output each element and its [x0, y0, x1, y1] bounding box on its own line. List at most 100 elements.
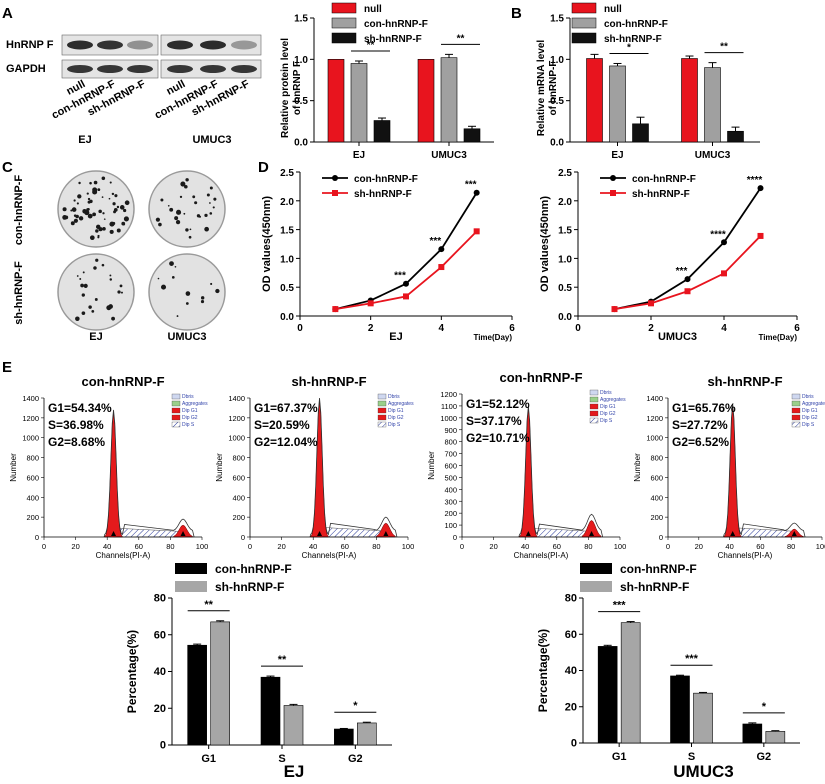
colony-col-label: EJ [89, 331, 102, 343]
colony-dot [114, 194, 118, 198]
x-tick-label: 80 [372, 542, 380, 551]
legend-swatch [377, 407, 387, 414]
colony-dot [91, 309, 95, 313]
y-tick-label: 2.0 [280, 197, 294, 208]
colony-dot [122, 223, 126, 226]
flow-histogram-3: con-hnRNP-F01002003004005006007008009001… [427, 370, 626, 560]
panel-label-b: B [511, 5, 522, 22]
y-tick-label: 1000 [228, 434, 245, 443]
colony-dot [109, 229, 114, 234]
peak-marker-triangle [525, 531, 531, 536]
legend-label: con-hnRNP-F [364, 19, 428, 30]
y-tick-label: 1.5 [280, 226, 294, 237]
colony-dot [198, 215, 202, 218]
x-tick-label: EJ [611, 150, 623, 161]
y-tick-label: 0.0 [550, 138, 564, 149]
legend-swatch [589, 396, 599, 403]
colony-dot [76, 202, 79, 205]
legend-label: Dip S [802, 422, 815, 428]
peak-marker-triangle [730, 531, 736, 536]
blot-band [97, 40, 123, 50]
colony-dot [86, 208, 90, 212]
mrna-plot: 0.0 0.5 1.0 1.5 EJ * UMUC3 ** [550, 14, 760, 161]
data-point [367, 300, 374, 307]
bar [373, 120, 391, 143]
significance-label: ** [278, 654, 287, 666]
y-tick-label: 400 [650, 493, 663, 502]
data-point [403, 293, 409, 300]
colony-dot [185, 302, 189, 305]
y-tick-label: 80 [154, 593, 166, 605]
colony-dot [174, 265, 177, 268]
colony-dot [109, 181, 112, 184]
legend-swatch [331, 17, 357, 29]
y-tick-label: 80 [565, 593, 577, 605]
colony-dot [192, 195, 196, 199]
blot-band [127, 40, 153, 50]
colony-dot [210, 282, 213, 286]
x-tick-label: 100 [196, 542, 209, 551]
flow-histogram-2: sh-hnRNP-F 0 200 400 600 800 1000 1200 1400 0 20 40… [215, 374, 414, 560]
significance-label: ** [720, 42, 728, 53]
colony-col-label: UMUC3 [167, 331, 206, 343]
y-tick-label: 200 [444, 509, 457, 518]
y-tick-label: 60 [154, 629, 166, 641]
y-tick-label: 400 [26, 493, 39, 502]
colony-dot [82, 209, 87, 214]
flow-histogram-4: sh-hnRNP-F 0 200 400 600 800 1000 1200 1400 0 20 40… [633, 374, 825, 560]
legend-swatch [580, 581, 612, 592]
significance-label: **** [710, 229, 726, 240]
cell-cycle-stat: G2=8.68% [48, 435, 105, 449]
culture-plate [148, 170, 226, 248]
bar [586, 58, 603, 143]
y-tick-label: 0 [571, 738, 577, 750]
g2-peak [376, 522, 396, 538]
significance-label: *** [613, 600, 627, 612]
x-tick-label: 60 [553, 542, 561, 551]
colony-dot [78, 216, 84, 221]
blot-row-label: GAPDH [6, 63, 46, 75]
colony-dot [124, 200, 130, 206]
y-tick-label: 1.0 [294, 55, 308, 66]
legend-label: Dip G1 [600, 404, 616, 410]
protein-plot: 0.0 0.5 1.0 1.5 EJ ** UMUC3 ** [294, 14, 494, 161]
colony-dot [88, 305, 92, 309]
colony-dot [176, 315, 179, 317]
y-tick-label: 800 [26, 454, 39, 463]
data-point [684, 276, 691, 283]
colony-dot [185, 291, 191, 296]
colony-dot [169, 207, 174, 212]
legend-swatch [791, 393, 801, 400]
colony-dot [179, 195, 183, 199]
x-tick-label: EJ [353, 150, 365, 161]
cell-cycle-stat: S=36.98% [48, 418, 104, 432]
panel-label-c: C [2, 159, 13, 176]
bar [742, 723, 763, 744]
y-tick-label: 40 [565, 665, 577, 677]
y-tick-label: 700 [444, 450, 457, 459]
y-tick-label: 1.0 [280, 254, 294, 265]
colony-dot [92, 212, 96, 217]
x-tick-label: G2 [348, 753, 363, 765]
mrna-bar-chart: Relative mRNA level of hnRNP-F 0.0 0.5 1.0… [536, 14, 760, 161]
percentage-umuc3-bar-chart: 0 20 40 60 80 G1 *** S *** G2 * Percentage(%) UMUC3 c… [536, 562, 800, 781]
blot-band [231, 40, 257, 50]
blot-band [67, 40, 93, 50]
colony-dot [123, 216, 129, 222]
colony-dot [215, 288, 220, 294]
y-tick-label: 1.5 [558, 226, 572, 237]
significance-label: *** [394, 271, 406, 282]
colony-dot [209, 202, 211, 204]
y-tick-label: 900 [444, 426, 457, 435]
y-tick-label: 40 [154, 666, 166, 678]
colony-dot [109, 278, 113, 281]
bar [620, 622, 641, 744]
bar [704, 67, 721, 143]
y-tick-label: 600 [26, 473, 39, 482]
colony-dot [94, 298, 98, 301]
x-tick-label: G1 [612, 751, 627, 763]
colony-dot [209, 186, 213, 190]
x-tick-label: 4 [721, 323, 727, 334]
colony-dot [70, 209, 73, 212]
y-tick-label: 1200 [22, 414, 39, 423]
